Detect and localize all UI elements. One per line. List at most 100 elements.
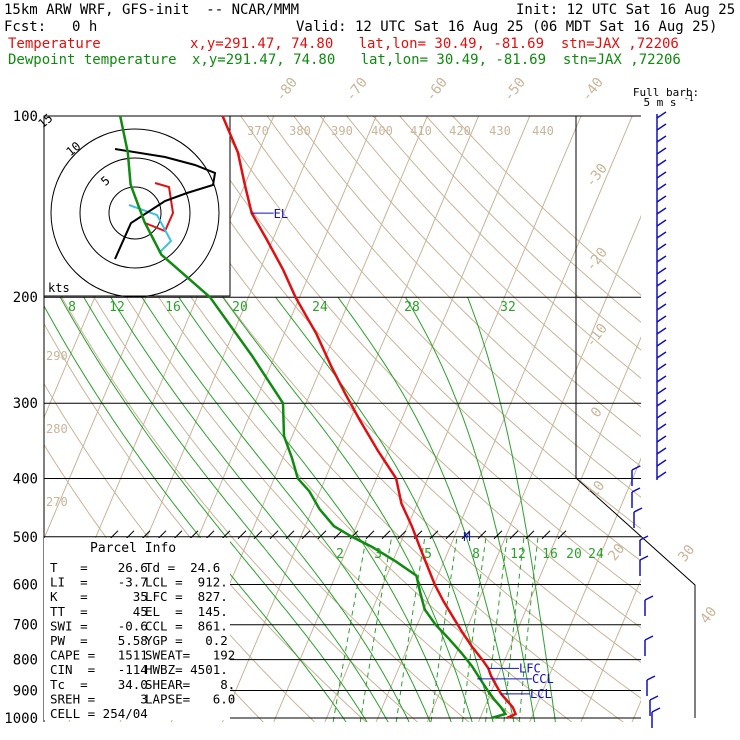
temperature-legend-location: x,y=291.47, 74.80 lat,lon= 30.49, -81.69… [190,36,679,52]
isotherm-label: 10 [585,478,608,501]
parcel-row-left: LI = -3.7 [50,575,148,590]
dry-adiabat-line [373,116,740,731]
wind-barb [657,232,666,238]
wind-barb [657,460,666,466]
dewpoint-legend-location: x,y=291.47, 74.80 lat,lon= 30.49, -81.69… [192,52,681,68]
ccl-label: CCL [532,672,554,686]
isotherm-label: -70 [343,75,371,105]
isotherm-line [372,116,632,731]
isotherm-label: 30 [675,542,698,565]
wind-barb [657,364,666,370]
hatch-mark [206,531,214,539]
wind-barb [657,208,666,214]
wind-barb [657,376,666,382]
pressure-tick-label: 400 [13,471,38,487]
theta-label: 440 [532,124,554,138]
dewpoint-legend-name: Dewpoint temperature [8,52,177,68]
parcel-row-right: Td = 24.6 [145,560,220,575]
hatch-mark [174,531,182,539]
wind-barb [657,256,666,262]
mixing-ratio-label: 24 [588,547,604,562]
isotherm-line [424,116,684,731]
hatch-mark [126,531,134,539]
parcel-row-left: K = 35 [50,589,148,604]
isotherm-label: -10 [583,321,611,351]
wind-barb [657,328,666,334]
parcel-row-right: SWEAT= 192 [145,648,235,663]
parcel-row-left: T = 26.6 [50,560,148,575]
wind-barb [657,472,666,478]
wind-barb [657,340,666,346]
isotherm-label: 0 [588,404,606,420]
model-title: 15km ARW WRF, GFS-init -- NCAR/MMM [4,2,299,18]
parcel-box: Parcel InfoT = 26.6Td = 24.6LI = -3.7LCL… [44,538,235,721]
parcel-row-right: HWBZ= 4501. [145,662,228,677]
wind-barb [657,436,666,442]
parcel-row-left: TT = 45 [50,604,148,619]
isotherm-label: -80 [273,75,301,105]
mixing-ratio-label: 32 [500,300,516,315]
hatch-mark [334,531,342,539]
forecast-hour: 0 h [72,19,97,35]
hatch-mark [254,531,262,539]
mixing-height-label: M [463,530,470,544]
isotherm-line [628,116,740,731]
isotherm-label: -50 [501,75,529,105]
theta-label: 280 [46,422,68,436]
mixing-ratio-label: 12 [510,547,526,562]
pressure-tick-label: 900 [13,683,38,699]
hatch-mark [446,531,454,539]
wind-barb [657,352,666,358]
pressure-tick-label: 600 [13,577,38,593]
wind-barb [634,508,642,512]
parcel-row-left: PW = 5.58 [50,633,148,648]
el-label: EL [274,207,288,221]
valid-time: Valid: 12 UTC Sat 16 Aug 25 (06 MDT Sat … [296,19,717,35]
hatch-mark [398,531,406,539]
mixing-ratio-label: 3 [374,547,382,562]
parcel-row-right: LCL = 912. [145,575,228,590]
wind-barb [652,708,660,712]
pressure-tick-label: 700 [13,618,38,634]
parcel-row-right: SHEAR= 8. [145,677,235,692]
theta-label: 390 [331,124,353,138]
hatch-mark [110,531,118,539]
isotherm-label: -30 [583,161,611,191]
wind-barb [657,184,666,190]
wind-barb [650,696,658,700]
temperature-series [223,116,516,718]
wind-barb [657,280,666,286]
hatch-mark [366,531,374,539]
parcel-row-right: CCL = 861. [145,618,228,633]
mixing-ratio-label: 2 [336,547,344,562]
mixing-ratio-label: 20 [566,547,582,562]
parcel-row-left: CIN = -114 [50,662,148,677]
wind-barb [647,676,655,680]
wind-barb [640,556,648,560]
wind-barb [657,160,666,166]
theta-label: 370 [247,124,269,138]
mixing-ratio-label: 16 [542,547,558,562]
wind-barb [645,596,653,600]
wind-barb [657,136,666,142]
wind-barb [657,304,666,310]
theta-label: 400 [371,124,393,138]
theta-label: 410 [410,124,432,138]
hatch-mark [190,531,198,539]
mixing-ratio-line [519,537,539,731]
mixing-ratio-label: 28 [404,300,420,315]
hatch-mark [238,531,246,539]
theta-label: 430 [489,124,511,138]
parcel-row-right: YGP = 0.2 [145,633,228,648]
theta-label: 420 [449,124,471,138]
pressure-tick-label: 1000 [4,711,38,727]
parcel-row-left: CELL = 254/04 [50,706,148,721]
wind-barb [657,412,666,418]
hatch-mark [286,531,294,539]
barb-legend-unit: -1 [684,94,694,103]
hodograph-unit: kts [48,281,70,295]
mixing-ratio-label: 8 [472,547,480,562]
wind-barb [657,124,666,130]
wind-barb [632,488,640,492]
